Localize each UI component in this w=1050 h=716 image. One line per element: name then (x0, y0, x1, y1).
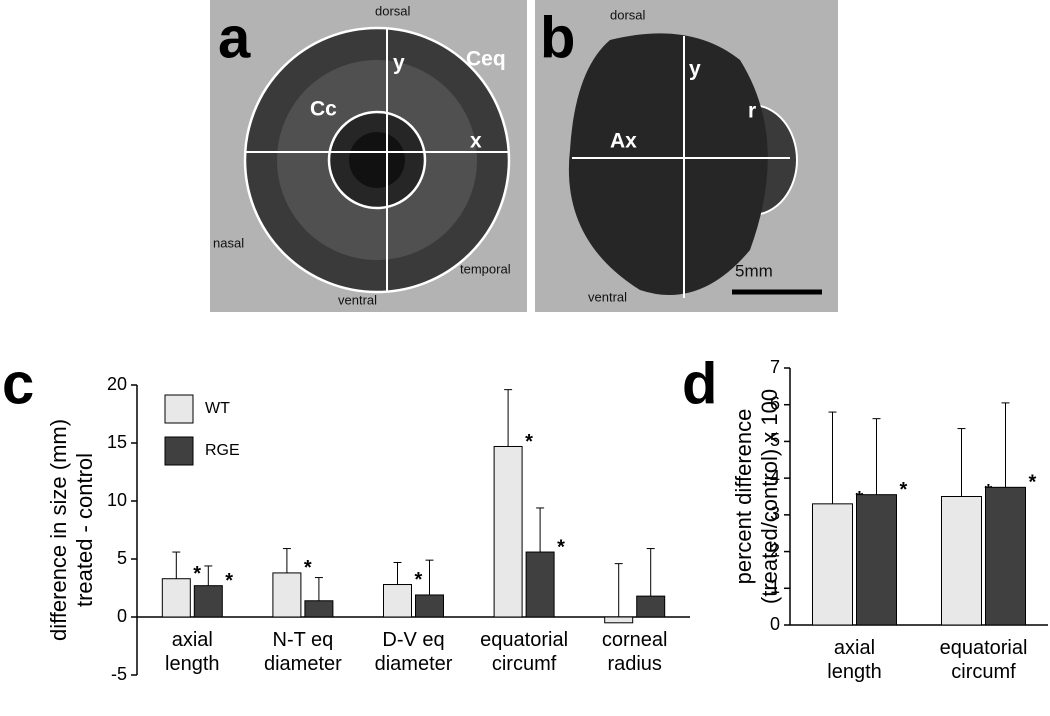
y-axis-label: difference in size (mm) (46, 419, 71, 641)
photo-label: x (470, 130, 482, 153)
y-tick-label: 0 (770, 614, 780, 634)
panel-label: b (540, 5, 575, 70)
legend-swatch (164, 436, 194, 466)
legend-label: WT (205, 400, 230, 417)
panel-label: a (218, 5, 251, 70)
bar (304, 600, 334, 618)
significance-star: * (193, 563, 201, 585)
bar (272, 572, 302, 618)
y-tick-label: -5 (111, 664, 127, 684)
y-tick-label: 5 (117, 548, 127, 568)
y-tick-label: 15 (107, 432, 127, 452)
panel-label: d (682, 351, 717, 416)
photo-label: nasal (213, 235, 244, 250)
y-axis-label: treated - control (72, 453, 97, 607)
y-tick-label: 0 (117, 606, 127, 626)
y-tick-label: 20 (107, 374, 127, 394)
photo-label: Ax (610, 130, 637, 153)
x-tick-label: D-V eq diameter (375, 629, 453, 675)
bar (525, 551, 555, 618)
y-axis-label: percent difference (731, 409, 756, 585)
photo-label: y (393, 52, 405, 75)
photo-label: ventral (338, 292, 377, 307)
x-tick-label: equatorial circumf (940, 637, 1028, 683)
significance-star: * (557, 536, 565, 558)
y-tick-label: 2 (770, 540, 780, 560)
y-tick-label: 3 (770, 504, 780, 524)
photo-label: dorsal (375, 3, 411, 18)
significance-star: * (415, 569, 423, 591)
bar (493, 445, 523, 618)
bar (985, 486, 1026, 626)
bar (383, 584, 412, 618)
photo-label: Ceq (466, 48, 506, 71)
photo-label: temporal (460, 261, 511, 276)
bar (812, 503, 853, 626)
y-tick-label: 10 (107, 490, 127, 510)
x-tick-label: equatorial circumf (480, 629, 568, 675)
legend-swatch (164, 394, 194, 424)
x-tick-label: corneal radius (602, 629, 668, 675)
bar (636, 595, 666, 618)
significance-star: * (900, 479, 908, 501)
significance-star: * (525, 431, 533, 453)
y-tick-label: 1 (770, 577, 780, 597)
y-tick-label: 4 (770, 467, 780, 487)
bar (604, 616, 634, 624)
bar (856, 494, 897, 626)
legend-label: RGE (205, 442, 240, 459)
scale-label: 5mm (735, 261, 773, 280)
y-tick-label: 5 (770, 430, 780, 450)
x-tick-label: N-T eq diameter (264, 629, 342, 675)
x-tick-label: axial length (165, 629, 220, 675)
y-tick-label: 6 (770, 393, 780, 413)
photo-a: a dorsal y Ceq Cc x nasal temporal ventr… (210, 0, 527, 312)
bar (161, 578, 191, 618)
bar (193, 585, 223, 618)
y-tick-label: 7 (770, 357, 780, 377)
y-axis-label: (treated/control) x 100 (757, 389, 782, 604)
significance-star: * (304, 557, 312, 579)
significance-star: * (225, 570, 233, 592)
bar (941, 496, 982, 626)
bar (415, 594, 444, 618)
photo-label: r (748, 100, 756, 123)
photo-label: dorsal (610, 7, 646, 22)
panel-label: c (2, 351, 34, 416)
photo-label: ventral (588, 289, 627, 304)
photo-label: y (689, 58, 701, 81)
significance-star: * (1029, 472, 1037, 494)
x-tick-label: axial length (827, 637, 882, 683)
photo-label: Cc (310, 98, 337, 121)
photo-b: b dorsal y r Ax ventral 5mm (535, 0, 838, 312)
